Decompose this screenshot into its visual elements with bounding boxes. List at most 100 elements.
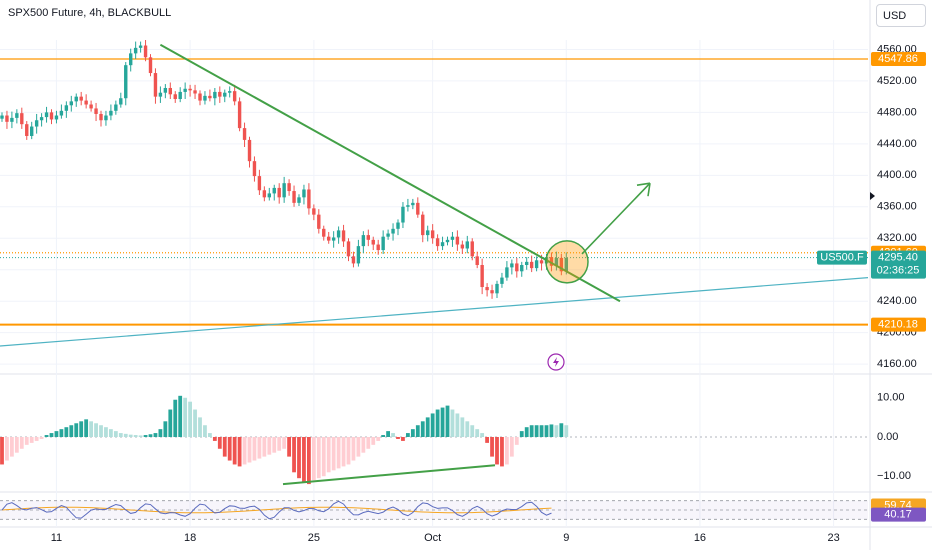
histogram-bar (292, 437, 296, 473)
time-tick-label: 25 (308, 532, 320, 544)
candle-body (188, 88, 192, 91)
time-tick-label: 23 (827, 532, 839, 544)
histogram-bar (10, 437, 14, 457)
candle-body (480, 265, 484, 288)
histogram-bar (113, 431, 118, 437)
candle-body (129, 53, 133, 66)
histogram-bar (64, 427, 69, 437)
histogram-bar (440, 407, 445, 437)
histogram-bar (544, 425, 549, 437)
histogram-bar (198, 417, 202, 437)
candle-body (64, 105, 69, 111)
histogram-divergence-line[interactable] (282, 464, 496, 486)
candle-body (440, 242, 445, 247)
histogram-bar (500, 437, 504, 467)
histogram-bar (371, 437, 376, 445)
histogram-bar (391, 433, 395, 437)
histogram-bar (94, 423, 98, 437)
candle-body (450, 236, 455, 240)
current-price-tag[interactable] (871, 250, 926, 279)
rsi-value-label: 40.17 (884, 508, 912, 520)
histogram-bar (168, 409, 173, 437)
histogram-bar (401, 437, 405, 441)
price-axis[interactable]: 4160.004200.004240.004280.004320.004360.… (817, 43, 926, 522)
candle-body (411, 202, 415, 206)
candle-body (213, 91, 217, 99)
histogram-bar (217, 437, 222, 449)
candle-body (153, 73, 158, 97)
projection-arrow-head[interactable] (636, 182, 651, 197)
candle-body (143, 45, 148, 58)
histogram-bar (277, 437, 282, 451)
candle-body (163, 87, 168, 93)
histogram-bar (24, 437, 29, 445)
support-resistance-lines (0, 58, 869, 347)
candle-body (534, 260, 539, 269)
histogram-bar (262, 437, 267, 457)
candle-body (237, 101, 242, 129)
candle-body (416, 202, 420, 215)
histogram-bar (361, 437, 366, 453)
candle-body (133, 47, 138, 54)
candle-body (114, 104, 118, 111)
histogram-bar (465, 421, 470, 437)
price-tick-label: 4320.00 (877, 232, 917, 244)
candle-body (525, 261, 529, 266)
histogram-bar (529, 425, 534, 437)
drawings[interactable] (159, 43, 651, 371)
histogram-bar (257, 437, 262, 459)
histogram-bar (222, 437, 227, 457)
candle-body (421, 214, 425, 236)
currency-selector[interactable]: USD (876, 4, 926, 27)
histogram-bar (173, 399, 178, 437)
candle-body (54, 115, 59, 120)
candle-body (505, 267, 509, 278)
candle-body (124, 65, 128, 99)
histogram-bar (54, 431, 59, 437)
candle-body (30, 126, 34, 136)
histogram-bar (376, 437, 381, 441)
candle-body (94, 108, 98, 114)
histogram-bar (49, 433, 54, 437)
candle-body (327, 236, 331, 241)
candle-body (490, 290, 494, 294)
price-level-tag[interactable] (871, 317, 926, 332)
price-tick-label: 4400.00 (877, 169, 917, 181)
candle-body (20, 113, 24, 125)
symbol-tag[interactable] (817, 250, 867, 265)
histogram-bar (247, 437, 252, 463)
candle-body (15, 113, 19, 118)
histogram-bar (415, 425, 420, 437)
breakout-circle[interactable] (545, 240, 589, 284)
candle-body (322, 228, 326, 237)
histogram-bar (514, 437, 519, 445)
projection-arrow-line[interactable] (581, 182, 651, 255)
candle-body (277, 187, 281, 198)
candle-body (376, 244, 380, 251)
histogram-bar (326, 437, 331, 473)
candle-body (539, 260, 544, 264)
histogram-bar (14, 437, 19, 453)
descending-trendline[interactable] (159, 43, 621, 303)
candle-body (247, 139, 252, 162)
candle-body (475, 256, 479, 266)
histogram-bar (123, 433, 128, 437)
candle-body (391, 228, 395, 234)
price-level-tag[interactable] (871, 51, 926, 66)
candle-body (74, 96, 78, 102)
symbol-tag-label: US500.F (820, 252, 864, 264)
candle-body (262, 190, 267, 198)
rsi-value-tag[interactable] (871, 507, 926, 522)
histogram-bar (386, 431, 390, 437)
histogram-bar (549, 424, 554, 437)
ascending-support-line (0, 276, 869, 347)
histogram-bar (559, 423, 564, 437)
price-tick-label: 4480.00 (877, 106, 917, 118)
histogram-bar (208, 433, 212, 437)
histogram-bar (5, 437, 9, 461)
rsi-line (1, 500, 552, 520)
time-axis[interactable]: 11 18 25 Oct 9 16 23 (51, 532, 840, 544)
rsi-pane (0, 500, 868, 520)
candle-body (84, 100, 88, 105)
